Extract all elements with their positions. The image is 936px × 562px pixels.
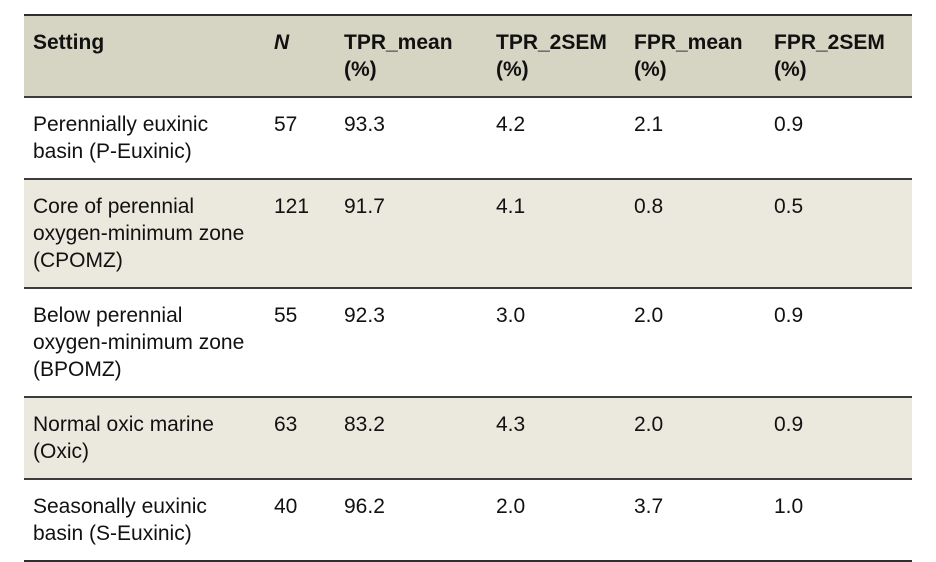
cell-fpr-2sem: 0.5 (765, 179, 912, 289)
cell-n: 55 (265, 288, 335, 398)
header-row: Setting N TPR_mean (%) TPR_2SEM (%) FPR_ (24, 15, 912, 98)
cell-fpr-mean: 2.1 (625, 97, 765, 180)
column-header-setting: Setting (24, 15, 265, 98)
column-header-tpr-2sem: TPR_2SEM (%) (487, 15, 625, 98)
cell-tpr-2sem: 4.3 (487, 397, 625, 480)
table-body: Perennially euxinic basin (P-Euxinic) 57… (24, 97, 912, 561)
results-table-container: Setting N TPR_mean (%) TPR_2SEM (%) FPR_ (24, 14, 912, 562)
header-label: N (274, 31, 290, 54)
cell-setting: Below perennial oxygen-minimum zone (BPO… (24, 288, 265, 398)
cell-fpr-2sem: 0.9 (765, 397, 912, 480)
cell-tpr-2sem: 3.0 (487, 288, 625, 398)
cell-tpr-mean: 91.7 (335, 179, 487, 289)
header-label: FPR_mean (634, 31, 743, 54)
cell-n: 40 (265, 479, 335, 561)
column-header-n: N (265, 15, 335, 98)
cell-fpr-mean: 2.0 (625, 288, 765, 398)
header-label: TPR_2SEM (496, 31, 607, 54)
table-row: Below perennial oxygen-minimum zone (BPO… (24, 288, 912, 398)
header-unit: (%) (634, 58, 667, 81)
results-table: Setting N TPR_mean (%) TPR_2SEM (%) FPR_ (24, 14, 912, 562)
cell-n: 57 (265, 97, 335, 180)
header-unit: (%) (774, 58, 807, 81)
cell-tpr-mean: 96.2 (335, 479, 487, 561)
column-header-fpr-2sem: FPR_2SEM (%) (765, 15, 912, 98)
column-header-tpr-mean: TPR_mean (%) (335, 15, 487, 98)
column-header-fpr-mean: FPR_mean (%) (625, 15, 765, 98)
header-unit: (%) (344, 58, 377, 81)
cell-setting: Normal oxic marine (Oxic) (24, 397, 265, 480)
cell-fpr-2sem: 0.9 (765, 288, 912, 398)
cell-fpr-mean: 3.7 (625, 479, 765, 561)
header-label: Setting (33, 31, 105, 54)
cell-fpr-2sem: 1.0 (765, 479, 912, 561)
table-header: Setting N TPR_mean (%) TPR_2SEM (%) FPR_ (24, 15, 912, 98)
cell-n: 63 (265, 397, 335, 480)
cell-fpr-mean: 0.8 (625, 179, 765, 289)
cell-tpr-2sem: 2.0 (487, 479, 625, 561)
cell-fpr-2sem: 0.9 (765, 97, 912, 180)
table-row: Normal oxic marine (Oxic) 63 83.2 4.3 2.… (24, 397, 912, 480)
cell-setting: Perennially euxinic basin (P-Euxinic) (24, 97, 265, 180)
cell-n: 121 (265, 179, 335, 289)
cell-fpr-mean: 2.0 (625, 397, 765, 480)
cell-setting: Core of perennial oxygen-minimum zone (C… (24, 179, 265, 289)
cell-tpr-2sem: 4.2 (487, 97, 625, 180)
cell-tpr-mean: 93.3 (335, 97, 487, 180)
table-row: Perennially euxinic basin (P-Euxinic) 57… (24, 97, 912, 180)
header-unit: (%) (496, 58, 529, 81)
cell-tpr-mean: 83.2 (335, 397, 487, 480)
cell-setting: Seasonally euxinic basin (S-Euxinic) (24, 479, 265, 561)
table-row: Core of perennial oxygen-minimum zone (C… (24, 179, 912, 289)
header-label: FPR_2SEM (774, 31, 885, 54)
table-row: Seasonally euxinic basin (S-Euxinic) 40 … (24, 479, 912, 561)
cell-tpr-2sem: 4.1 (487, 179, 625, 289)
cell-tpr-mean: 92.3 (335, 288, 487, 398)
header-label: TPR_mean (344, 31, 453, 54)
